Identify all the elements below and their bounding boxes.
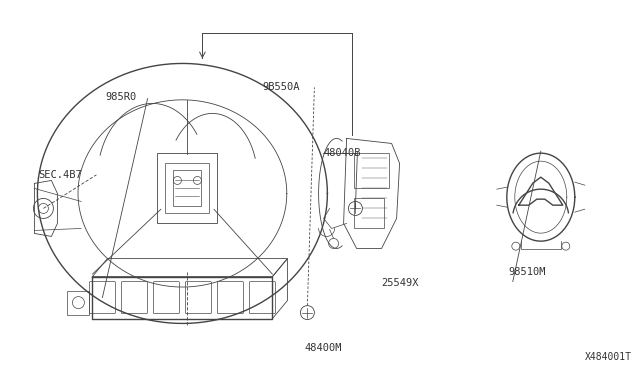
Bar [157,153,218,224]
Bar [165,163,209,214]
Text: SEC.4B7: SEC.4B7 [38,170,82,180]
Text: 48400M: 48400M [305,343,342,353]
Bar [353,198,383,228]
Text: 48040B: 48040B [323,148,361,157]
Text: X484001T: X484001T [585,352,632,362]
Text: 98510M: 98510M [509,267,547,276]
Bar [67,291,90,315]
Text: 985R0: 985R0 [106,92,137,102]
Bar [353,153,388,189]
Text: 9B550A: 9B550A [262,83,300,92]
Text: 25549X: 25549X [381,278,419,288]
Bar [173,170,202,206]
